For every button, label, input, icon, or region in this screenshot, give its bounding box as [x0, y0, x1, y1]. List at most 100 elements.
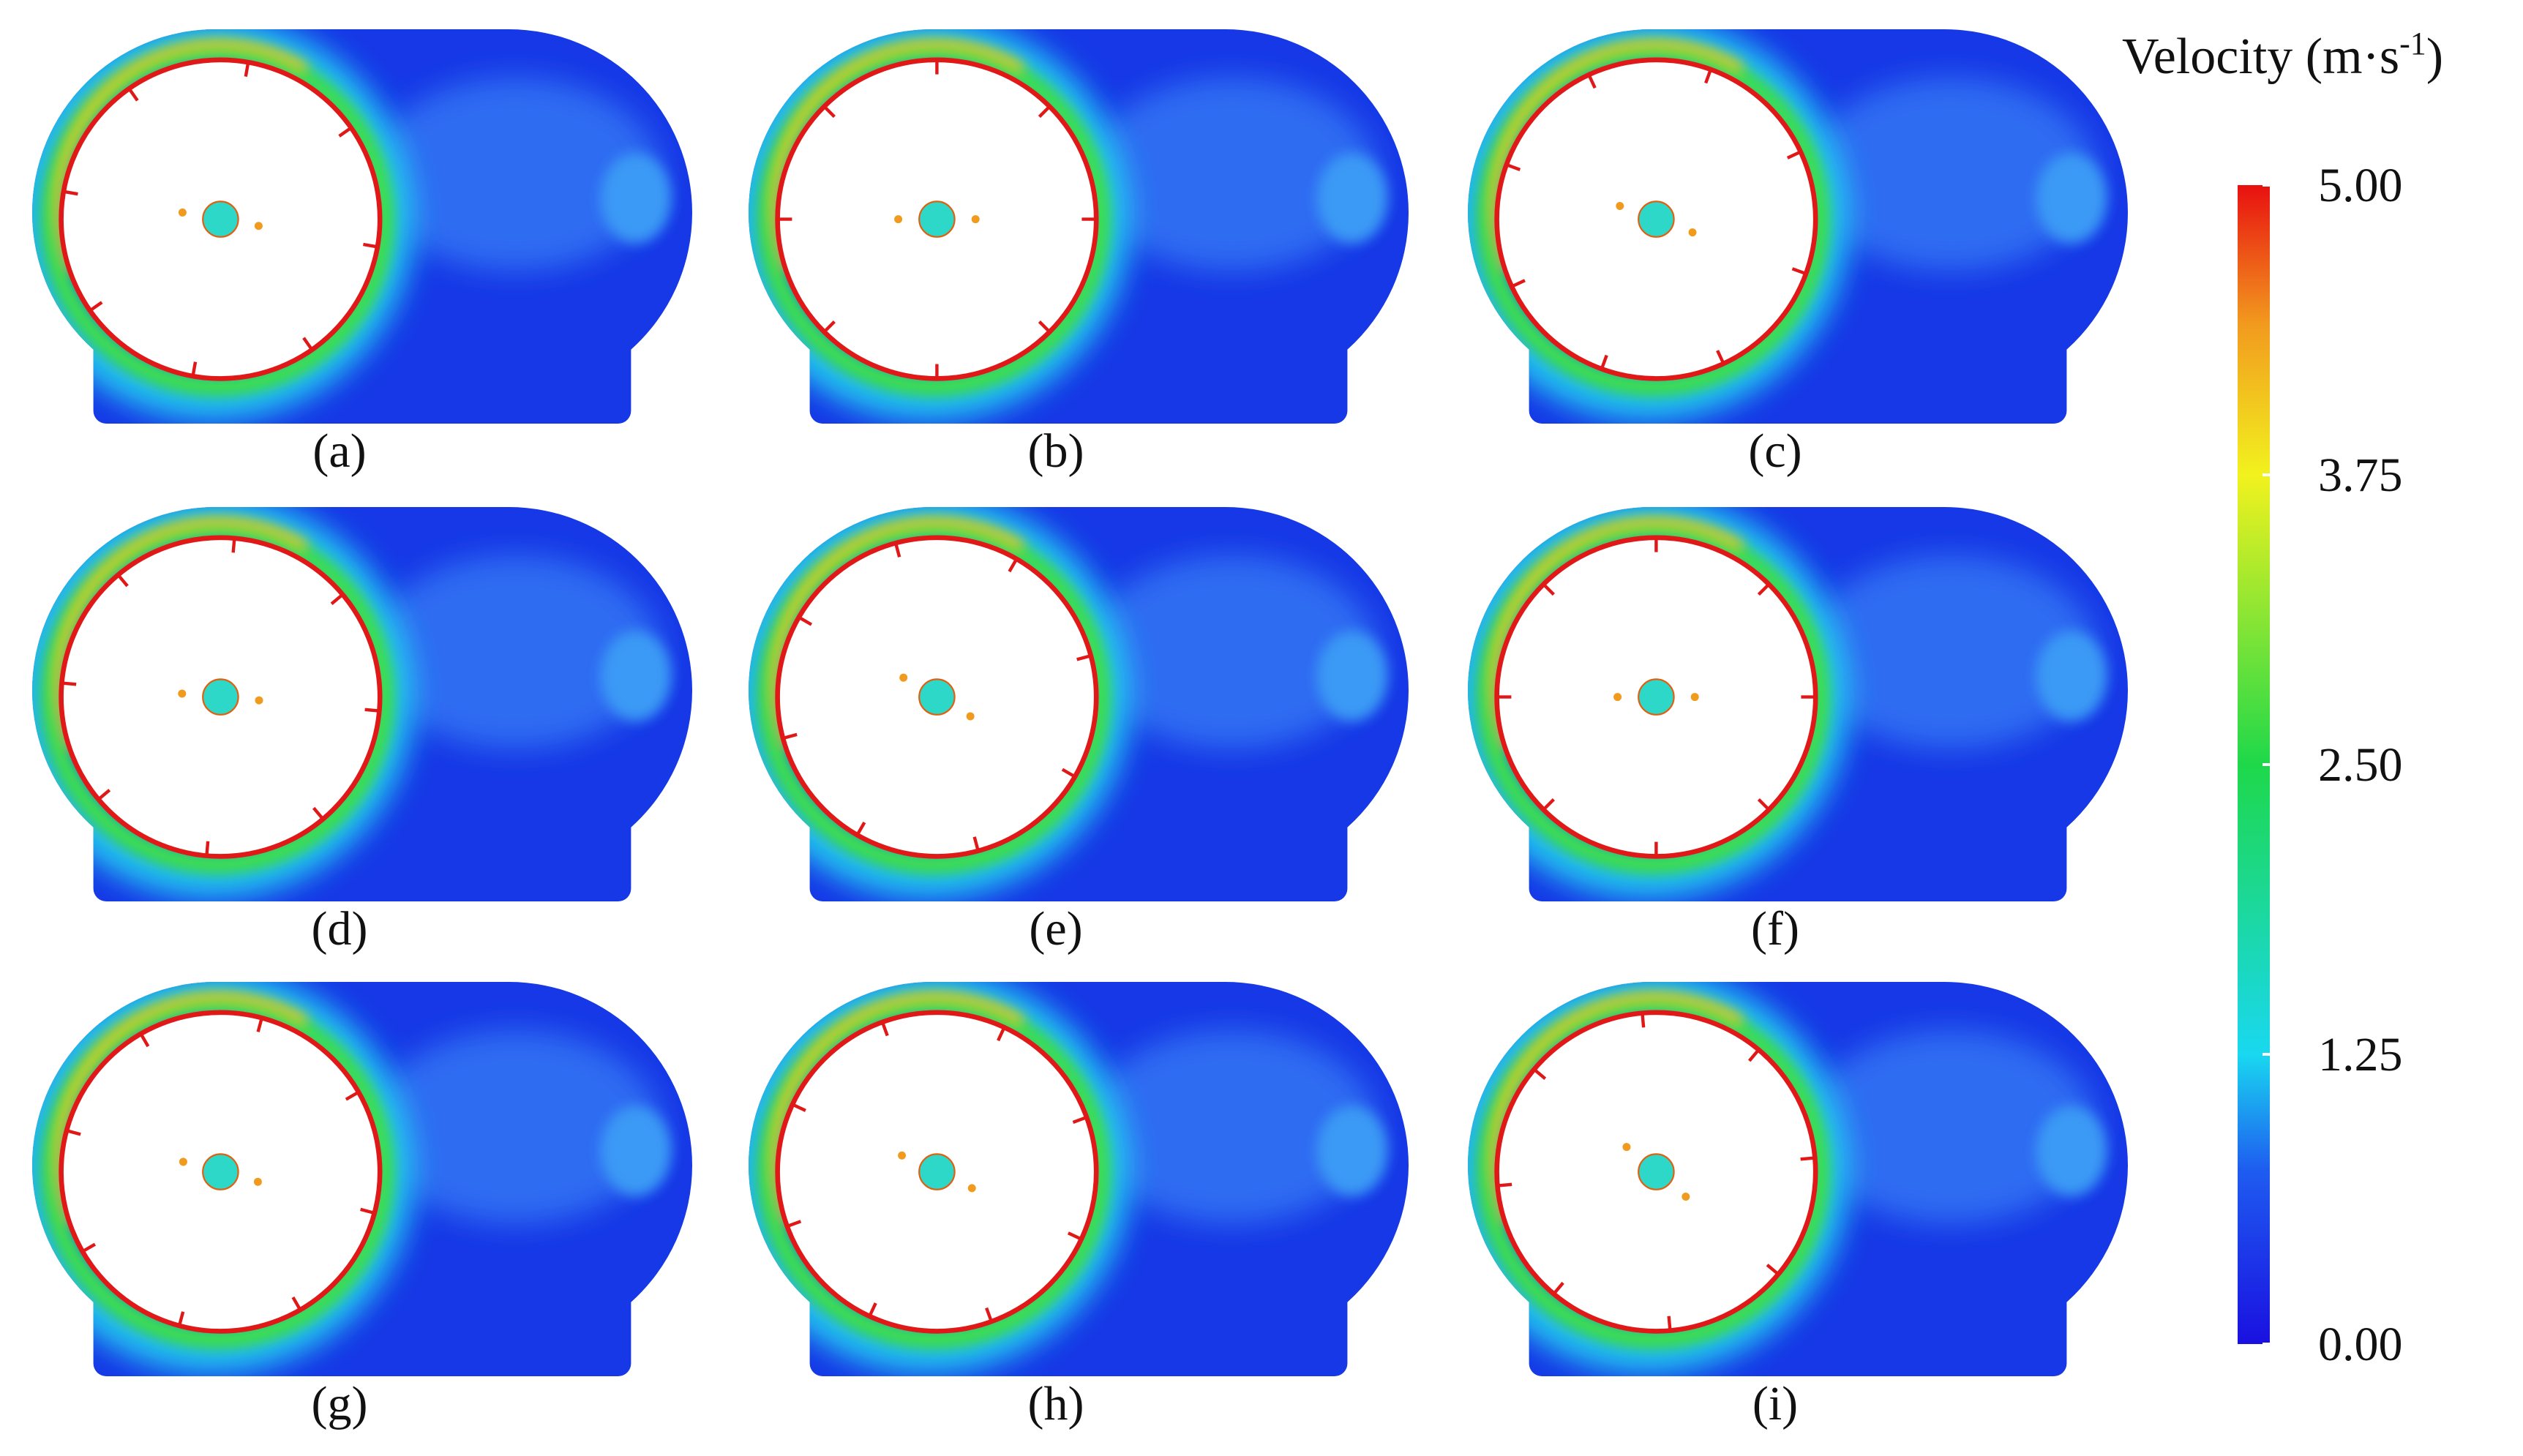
halo-hot: [770, 992, 1025, 1226]
title-sup: -1: [2399, 26, 2426, 61]
hub-dot: [179, 1157, 187, 1166]
halo-inner: [757, 42, 1111, 397]
blade-tick: [191, 361, 198, 377]
blade-tick: [231, 538, 236, 553]
hub: [918, 200, 956, 238]
blades: [1496, 537, 1816, 857]
blade-tick: [1061, 768, 1076, 778]
halo-inner: [757, 994, 1111, 1349]
blade-tick: [1505, 163, 1521, 171]
contour-panel: [1468, 507, 2128, 901]
hub-dot: [1613, 693, 1622, 702]
halo-inner: [40, 994, 395, 1349]
contour-panel: [1468, 29, 2128, 424]
colorbar-tick-label: 2.50: [2318, 738, 2403, 792]
blade-tick: [1533, 1067, 1547, 1081]
blade-tick: [798, 615, 813, 626]
blade-tick: [1757, 798, 1770, 811]
blade-tick: [205, 841, 210, 856]
blade-tick: [1038, 320, 1051, 334]
panel-label: (a): [312, 424, 366, 478]
blade-tick: [822, 105, 836, 119]
contour-panel: [1468, 982, 2128, 1376]
halo-inner: [1476, 519, 1831, 874]
blade-tick: [1786, 150, 1802, 160]
hub-dot: [967, 1184, 976, 1193]
blade-tick: [855, 821, 866, 836]
title-main: Velocity (m·s: [2122, 29, 2399, 85]
hub-dot: [899, 673, 908, 682]
blade-tick: [1067, 1231, 1082, 1241]
hub: [1638, 678, 1675, 716]
colorbar-tick-label: 1.25: [2318, 1028, 2403, 1081]
blade-tick: [81, 1242, 97, 1253]
blade-tick: [127, 87, 139, 102]
blade-tick: [302, 337, 314, 351]
blade-tick: [116, 574, 129, 588]
colorbar-title: Velocity (m·s-1): [2122, 26, 2443, 85]
blade-tick: [1600, 354, 1608, 370]
halo-inner: [757, 519, 1111, 874]
blades: [786, 1021, 1087, 1323]
blades: [782, 542, 1092, 852]
blade-tick: [893, 542, 901, 558]
blade-tick: [792, 1103, 806, 1112]
hub: [1638, 200, 1675, 238]
hub-dot: [966, 712, 975, 721]
hub-dot: [1690, 693, 1699, 702]
wake: [1806, 78, 2096, 271]
halo-hot: [1489, 40, 1744, 273]
halo-hot: [1489, 992, 1744, 1226]
hub-dot: [254, 222, 263, 230]
blade-tick: [1511, 279, 1526, 288]
hub: [202, 1153, 239, 1190]
halo-hot: [1489, 517, 1744, 751]
colorbar-tick-label: 0.00: [2318, 1318, 2403, 1371]
hub-dot: [1622, 1143, 1631, 1152]
blade-tick: [256, 1017, 263, 1032]
wake: [1806, 1030, 2096, 1223]
hub-dot: [894, 215, 903, 224]
panel-label: (c): [1748, 424, 1802, 478]
blade-tick: [363, 242, 378, 249]
halo-hot: [53, 992, 309, 1226]
blade-tick: [1542, 583, 1555, 596]
blade-tick: [880, 1021, 889, 1037]
wake: [370, 1030, 660, 1223]
halo-hot: [770, 40, 1025, 273]
contour-panel: [32, 29, 692, 424]
wake: [370, 555, 660, 748]
hub: [1638, 1153, 1675, 1190]
blade-tick: [338, 126, 353, 138]
wake: [1087, 555, 1376, 748]
halo-inner: [1476, 994, 1831, 1349]
blade-tick: [1704, 69, 1712, 84]
contour-panel: [749, 29, 1409, 424]
panel-label: (h): [1028, 1377, 1084, 1430]
wake-spot: [2036, 153, 2107, 244]
blade-tick: [1497, 1182, 1512, 1187]
halo-hot: [53, 40, 309, 273]
hub-dot: [253, 1177, 262, 1186]
hub-dot: [1688, 228, 1697, 237]
blade-tick: [972, 836, 980, 852]
blade-tick: [1587, 74, 1597, 89]
panel-label: (d): [312, 902, 368, 956]
hub-dot: [1682, 1193, 1690, 1201]
wake-spot: [1316, 153, 1388, 244]
hub-dot: [255, 696, 263, 705]
blade-tick: [1766, 1264, 1780, 1276]
panel-label: (e): [1029, 902, 1082, 956]
blade-tick: [1716, 350, 1725, 364]
blade-tick: [1757, 583, 1770, 596]
blade-tick: [177, 1311, 185, 1326]
blade-tick: [360, 1207, 375, 1215]
blade-tick: [868, 1302, 877, 1317]
blades: [1505, 69, 1807, 370]
hub-dot: [898, 1151, 907, 1160]
blade-tick: [1008, 558, 1019, 573]
halo-inner: [40, 42, 395, 397]
colorbar-tick-label: 3.75: [2318, 449, 2403, 502]
blade-tick: [997, 1027, 1006, 1042]
